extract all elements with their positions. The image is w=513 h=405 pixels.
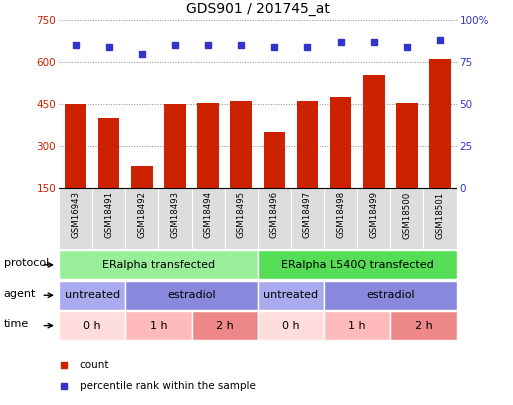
Text: untreated: untreated [65,290,120,300]
Bar [357,188,390,249]
Text: GSM18499: GSM18499 [369,191,378,239]
Text: GSM18495: GSM18495 [236,191,246,239]
Text: GSM18494: GSM18494 [204,191,212,239]
Text: 0 h: 0 h [83,321,101,330]
Bar [98,118,120,230]
Bar [423,188,457,249]
Bar [159,188,191,249]
Text: agent: agent [4,289,36,299]
Bar [59,281,125,310]
Bar [264,132,285,230]
Bar [429,60,451,230]
Bar [390,311,457,340]
Bar [191,311,258,340]
Bar [291,188,324,249]
Bar [125,311,191,340]
Bar [363,75,385,230]
Text: GSM18498: GSM18498 [336,191,345,239]
Bar [258,281,324,310]
Bar [191,188,225,249]
Bar [225,188,258,249]
Bar [396,103,418,230]
Text: protocol: protocol [4,258,49,269]
Text: estradiol: estradiol [366,290,415,300]
Bar [65,104,86,230]
Text: GSM18493: GSM18493 [170,191,180,239]
Text: ERalpha L540Q transfected: ERalpha L540Q transfected [281,260,433,270]
Text: GSM18497: GSM18497 [303,191,312,239]
Bar [164,104,186,230]
Bar [59,311,125,340]
Text: GSM18500: GSM18500 [402,191,411,239]
Text: 2 h: 2 h [216,321,233,330]
Text: time: time [4,319,29,329]
Text: percentile rank within the sample: percentile rank within the sample [80,381,255,391]
Bar [198,103,219,230]
Bar [324,281,457,310]
Text: GSM18492: GSM18492 [137,191,146,239]
Bar [125,188,159,249]
Bar [258,188,291,249]
Bar [59,188,92,249]
Bar [390,188,423,249]
Text: 1 h: 1 h [348,321,366,330]
Bar [258,250,457,279]
Text: untreated: untreated [263,290,319,300]
Text: 1 h: 1 h [150,321,167,330]
Text: ERalpha transfected: ERalpha transfected [102,260,215,270]
Bar [297,102,318,230]
Title: GDS901 / 201745_at: GDS901 / 201745_at [186,2,330,17]
Text: GSM18496: GSM18496 [270,191,279,239]
Bar [59,250,258,279]
Bar [324,188,357,249]
Text: count: count [80,360,109,371]
Bar [258,311,324,340]
Text: GSM18491: GSM18491 [104,191,113,239]
Text: 2 h: 2 h [415,321,432,330]
Text: 0 h: 0 h [282,321,300,330]
Bar [131,166,152,230]
Bar [92,188,125,249]
Bar [330,97,351,230]
Text: GSM16943: GSM16943 [71,191,80,239]
Text: estradiol: estradiol [167,290,216,300]
Bar [324,311,390,340]
Bar [230,102,252,230]
Bar [125,281,258,310]
Text: GSM18501: GSM18501 [436,191,444,239]
